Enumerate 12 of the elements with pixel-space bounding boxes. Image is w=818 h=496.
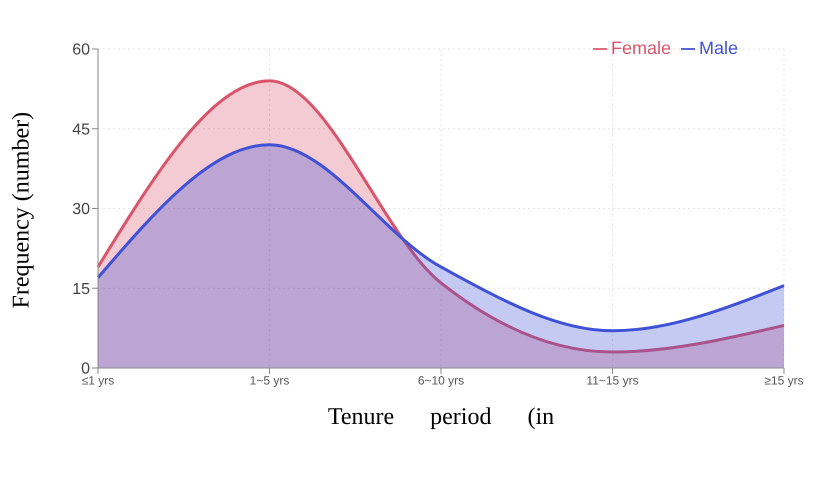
y-tick-label: 45: [72, 121, 90, 138]
legend-label: Male: [698, 38, 738, 58]
legend-label: Female: [610, 38, 671, 58]
y-tick-label: 15: [72, 280, 90, 298]
y-axis-title: Frequency (number): [8, 112, 35, 308]
x-tick-label: 6~10 yrs: [418, 374, 464, 388]
x-axis-title: Tenure period (in: [328, 404, 554, 430]
x-tick-label: 1~5 yrs: [250, 374, 290, 388]
x-tick-label: ≥15 yrs: [764, 374, 804, 388]
y-tick-label: 60: [72, 42, 90, 59]
x-tick-label: 11~15 yrs: [586, 374, 639, 388]
y-tick-label: 30: [72, 201, 90, 218]
